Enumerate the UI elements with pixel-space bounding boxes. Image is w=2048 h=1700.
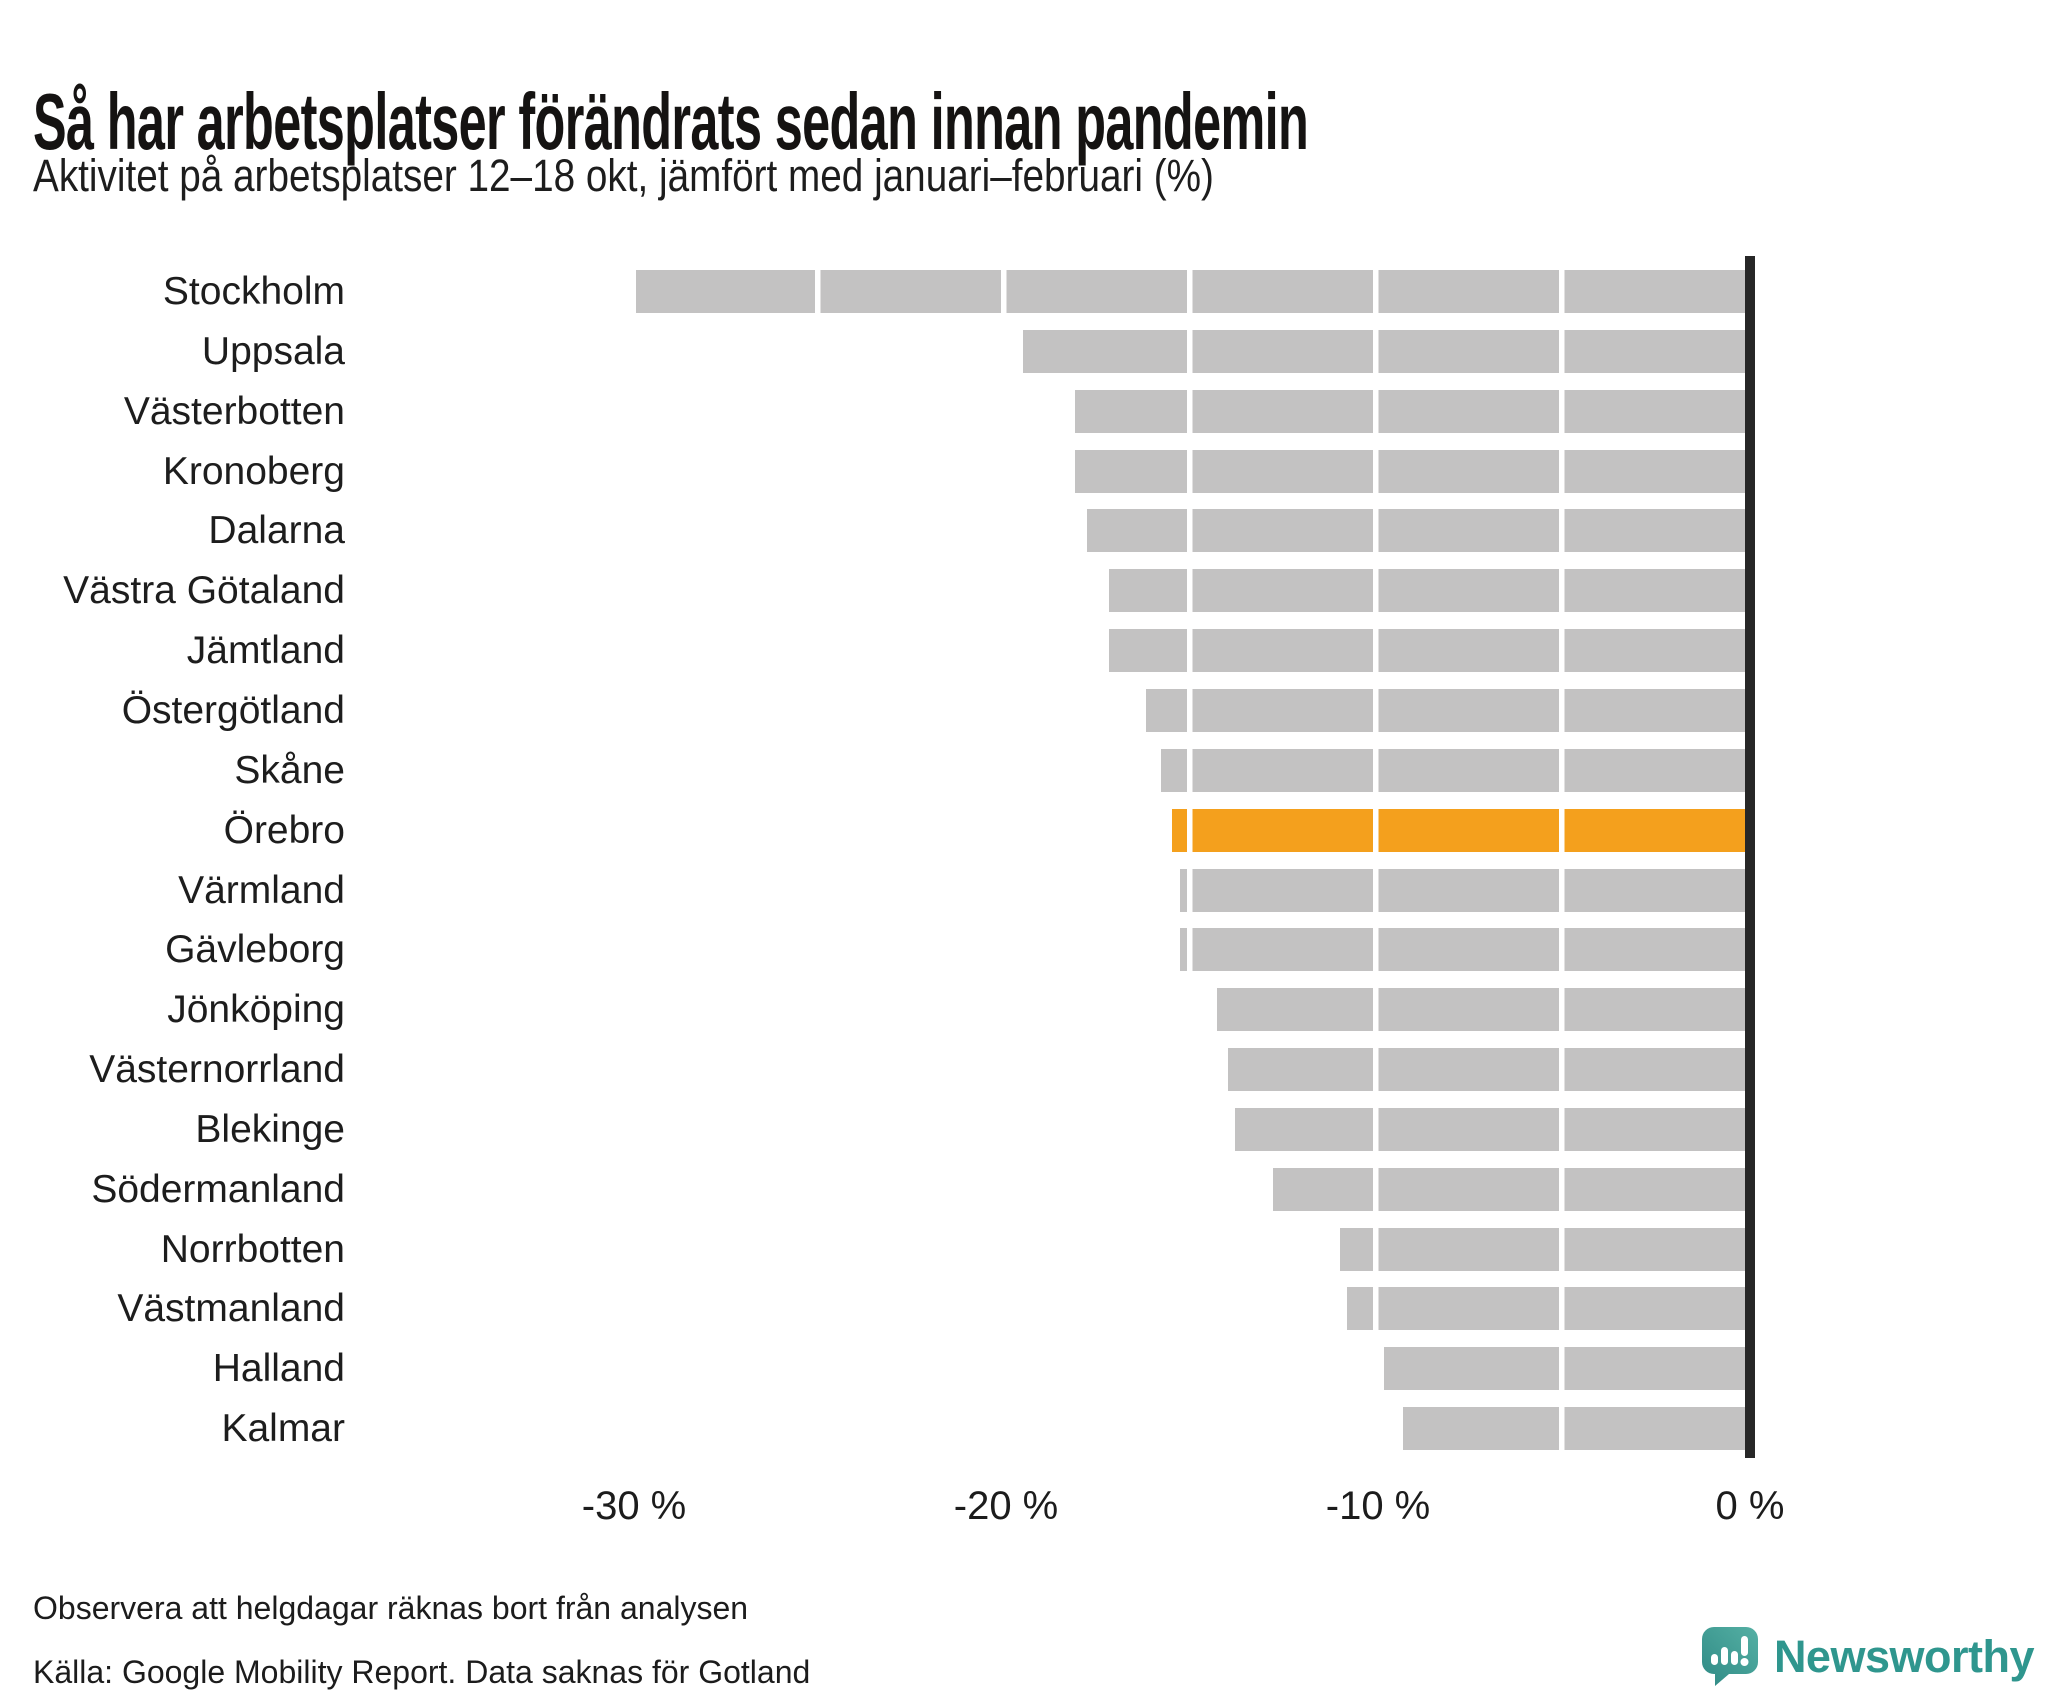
bar bbox=[1235, 1107, 1745, 1151]
bar bbox=[1179, 868, 1745, 912]
x-axis-tick-label: -30 % bbox=[581, 1484, 687, 1528]
bar bbox=[1108, 629, 1745, 673]
bar bbox=[1402, 1407, 1745, 1451]
source-note: Källa: Google Mobility Report. Data sakn… bbox=[33, 1654, 811, 1690]
chart-row: Norrbotten bbox=[0, 1227, 2048, 1271]
category-label: Jönköping bbox=[167, 988, 345, 1032]
bar-highlighted bbox=[1172, 808, 1745, 852]
bar bbox=[1160, 748, 1745, 792]
chart-row: Gävleborg bbox=[0, 928, 2048, 972]
category-label: Örebro bbox=[223, 808, 345, 852]
x-axis-tick-label: -10 % bbox=[1325, 1484, 1431, 1528]
category-label: Västerbotten bbox=[123, 389, 345, 433]
chart-title: Så har arbetsplatser förändrats sedan in… bbox=[33, 76, 1309, 166]
bar bbox=[1075, 389, 1745, 433]
newsworthy-logo-text: Newsworthy bbox=[1773, 1631, 2035, 1682]
bar bbox=[1346, 1287, 1745, 1331]
category-label: Västmanland bbox=[117, 1287, 345, 1331]
category-label: Uppsala bbox=[201, 329, 345, 373]
chart-row: Kronoberg bbox=[0, 449, 2048, 493]
bar bbox=[1086, 509, 1745, 553]
bar bbox=[1146, 688, 1745, 732]
category-label: Stockholm bbox=[162, 270, 345, 313]
chart-row: Västra Götaland bbox=[0, 569, 2048, 613]
chart-row: Östergötland bbox=[0, 688, 2048, 732]
chart-row: Västerbotten bbox=[0, 389, 2048, 433]
category-label: Östergötland bbox=[121, 688, 345, 732]
category-label: Blekinge bbox=[195, 1107, 345, 1151]
category-label: Kalmar bbox=[221, 1407, 345, 1451]
bar bbox=[1023, 329, 1745, 373]
chart-row: Värmland bbox=[0, 868, 2048, 912]
newsworthy-logo: Newsworthy bbox=[1701, 1627, 2035, 1692]
bar bbox=[1075, 449, 1745, 493]
chart-row: Västmanland bbox=[0, 1287, 2048, 1331]
category-label: Norrbotten bbox=[160, 1227, 345, 1271]
category-label: Skåne bbox=[234, 748, 345, 792]
chart-row: Stockholm bbox=[0, 270, 2048, 313]
chart-row: Södermanland bbox=[0, 1167, 2048, 1211]
chart-row: Blekinge bbox=[0, 1107, 2048, 1151]
chart-row: Örebro bbox=[0, 808, 2048, 852]
bar bbox=[1227, 1048, 1745, 1092]
category-label: Kronoberg bbox=[162, 449, 345, 493]
chart-row: Jämtland bbox=[0, 629, 2048, 673]
chart-row: Västernorrland bbox=[0, 1048, 2048, 1092]
x-axis-tick-label: -20 % bbox=[953, 1484, 1059, 1528]
category-label: Västernorrland bbox=[89, 1048, 345, 1092]
chart-subtitle: Aktivitet på arbetsplatser 12–18 okt, jä… bbox=[33, 150, 1214, 201]
footnote: Observera att helgdagar räknas bort från… bbox=[33, 1590, 749, 1626]
bar bbox=[1339, 1227, 1745, 1271]
bar bbox=[1384, 1347, 1745, 1391]
category-label: Värmland bbox=[178, 868, 345, 912]
category-label: Dalarna bbox=[208, 509, 345, 553]
chart-row: Kalmar bbox=[0, 1407, 2048, 1451]
chart-row: Dalarna bbox=[0, 509, 2048, 553]
x-axis-tick-label: 0 % bbox=[1715, 1484, 1785, 1528]
zero-axis-line bbox=[1745, 256, 1755, 1458]
newsworthy-speech-bubble-bar-chart-icon bbox=[1701, 1627, 1758, 1692]
bar bbox=[1179, 928, 1745, 972]
category-label: Västra Götaland bbox=[63, 569, 345, 613]
category-label: Jämtland bbox=[186, 629, 345, 673]
chart-row: Jönköping bbox=[0, 988, 2048, 1032]
bar bbox=[1272, 1167, 1745, 1211]
category-label: Södermanland bbox=[91, 1167, 345, 1211]
bar bbox=[1216, 988, 1745, 1032]
category-label: Halland bbox=[212, 1347, 345, 1391]
category-label: Gävleborg bbox=[165, 928, 345, 972]
bar bbox=[636, 270, 1745, 313]
bar bbox=[1108, 569, 1745, 613]
chart-row: Uppsala bbox=[0, 329, 2048, 373]
chart-row: Halland bbox=[0, 1347, 2048, 1391]
chart-row: Skåne bbox=[0, 748, 2048, 792]
